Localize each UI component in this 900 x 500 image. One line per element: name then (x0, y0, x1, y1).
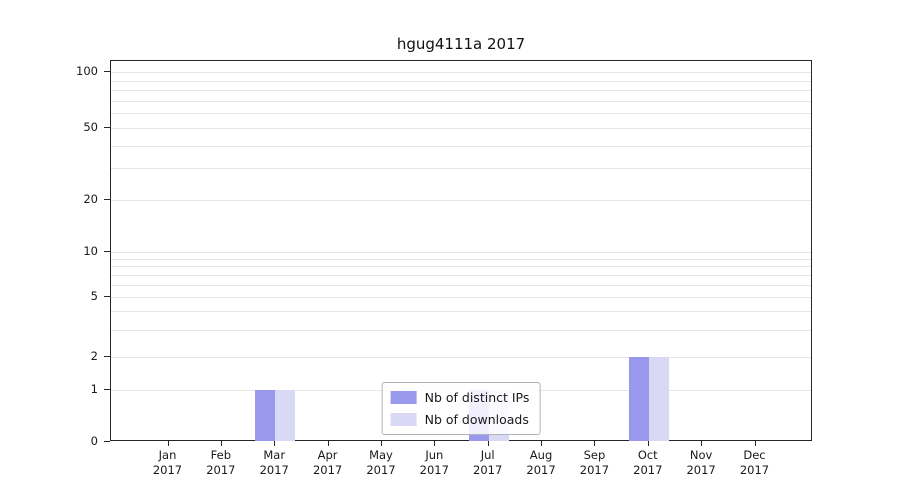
x-tick-mark (167, 441, 169, 446)
x-tick-label: Jan 2017 (138, 448, 198, 478)
legend-item: Nb of distinct IPs (390, 390, 530, 405)
x-tick-label: Sep 2017 (564, 448, 624, 478)
bar-nb-of-downloads-oct (648, 357, 669, 441)
chart-title: hgug4111a 2017 (396, 35, 526, 53)
x-tick-label: Mar 2017 (244, 448, 304, 478)
year-label: 2017 (259, 463, 289, 477)
month-label: Jun (425, 448, 444, 462)
x-tick-mark (434, 441, 436, 446)
bar-nb-of-distinct-ips-oct (628, 357, 649, 441)
y-tick-mark (104, 356, 110, 358)
y-tick-label: 2 (90, 349, 98, 364)
y-tick-mark (104, 199, 110, 201)
month-label: May (369, 448, 393, 462)
year-label: 2017 (633, 463, 663, 477)
month-label: Aug (529, 448, 553, 462)
y-tick-label: 0 (90, 434, 98, 448)
month-label: Oct (637, 448, 658, 462)
gridline (111, 330, 811, 332)
gridline (111, 251, 811, 253)
gridline (111, 128, 811, 130)
gridline (111, 100, 811, 102)
y-tick-mark (104, 127, 110, 129)
x-tick-mark (274, 441, 276, 446)
legend-label: Nb of downloads (424, 412, 529, 427)
year-label: 2017 (686, 463, 716, 477)
y-tick-label: 5 (90, 288, 98, 303)
year-label: 2017 (473, 463, 503, 477)
year-label: 2017 (366, 463, 396, 477)
year-label: 2017 (206, 463, 236, 477)
y-tick-label: 50 (83, 120, 98, 135)
gridline (111, 275, 811, 276)
legend-swatch (390, 391, 417, 404)
x-tick-label: Oct 2017 (618, 448, 678, 478)
gridline (111, 285, 811, 286)
month-label: Mar (263, 448, 286, 462)
month-label: Jan (158, 448, 177, 462)
bar-nb-of-downloads-mar (275, 390, 296, 441)
legend-item: Nb of downloads (390, 412, 530, 427)
gridline (111, 357, 811, 359)
y-tick-mark (104, 71, 110, 73)
x-tick-mark (701, 441, 703, 446)
x-tick-mark (220, 441, 222, 446)
y-tick-mark (104, 295, 110, 297)
y-tick-label: 20 (83, 192, 98, 207)
x-tick-mark (380, 441, 382, 446)
month-label: Apr (317, 448, 338, 462)
legend: Nb of distinct IPs Nb of downloads (381, 382, 541, 435)
gridline (111, 258, 811, 260)
x-tick-mark (754, 441, 756, 446)
y-tick-mark (104, 389, 110, 391)
month-label: Sep (583, 448, 606, 462)
gridline (111, 72, 811, 74)
x-tick-mark (541, 441, 543, 446)
month-label: Dec (743, 448, 766, 462)
x-tick-label: May 2017 (351, 448, 411, 478)
gridline (111, 168, 811, 170)
year-label: 2017 (739, 463, 770, 477)
x-tick-label: Jun 2017 (404, 448, 464, 478)
gridline (111, 200, 811, 202)
gridline (111, 266, 811, 268)
y-tick-label: 10 (83, 243, 98, 258)
y-tick-label: 1 (90, 382, 98, 397)
month-label: Nov (689, 448, 713, 462)
x-tick-mark (487, 441, 489, 446)
legend-swatch (390, 413, 417, 426)
year-label: 2017 (419, 463, 449, 477)
month-label: Jul (480, 448, 495, 462)
gridline (111, 145, 811, 147)
x-tick-mark (327, 441, 329, 446)
y-tick-label: 100 (76, 64, 98, 79)
x-tick-label: Feb 2017 (191, 448, 251, 478)
month-label: Feb (210, 448, 232, 462)
gridline (111, 80, 811, 82)
legend-label: Nb of distinct IPs (424, 390, 530, 405)
y-tick-mark (104, 250, 110, 252)
x-tick-mark (594, 441, 596, 446)
gridline (111, 296, 811, 298)
year-label: 2017 (312, 463, 343, 477)
x-tick-label: Apr 2017 (298, 448, 358, 478)
gridline (111, 113, 811, 115)
plot-area: Nb of distinct IPs Nb of downloads (110, 60, 812, 441)
y-tick-mark (104, 441, 110, 442)
x-tick-label: Jul 2017 (458, 448, 518, 478)
x-tick-mark (647, 441, 649, 446)
gridline (111, 311, 811, 313)
x-tick-label: Dec 2017 (725, 448, 785, 478)
year-label: 2017 (152, 463, 183, 477)
x-tick-label: Nov 2017 (671, 448, 731, 478)
bar-nb-of-distinct-ips-mar (255, 390, 276, 441)
year-label: 2017 (579, 463, 610, 477)
gridline (111, 90, 811, 92)
x-tick-label: Aug 2017 (511, 448, 571, 478)
year-label: 2017 (526, 463, 556, 477)
